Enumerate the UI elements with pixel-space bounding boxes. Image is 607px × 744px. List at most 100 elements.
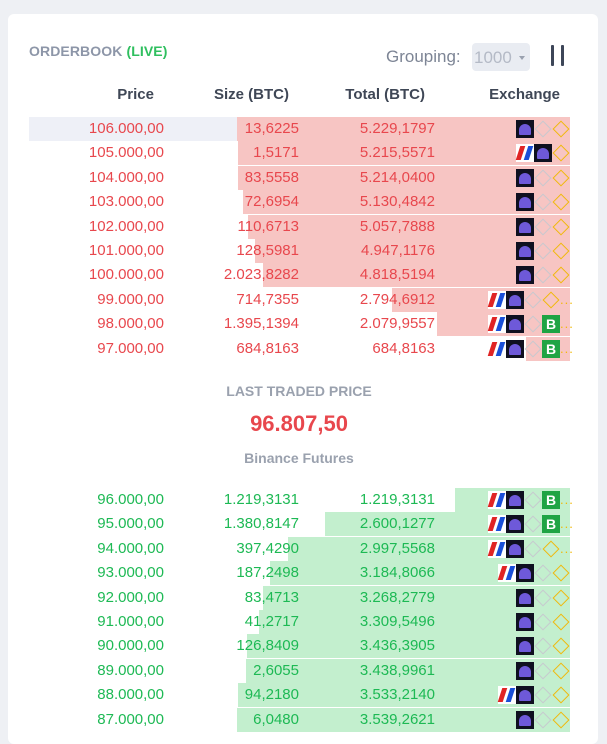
- ask-total: 5.229,1797: [359, 120, 435, 137]
- exchange-icons: ...: [488, 539, 573, 558]
- bid-row[interactable]: 87.000,00 6,0480 3.539,2621: [0, 707, 607, 732]
- ask-total: 2.079,9557: [359, 315, 435, 333]
- binance-icon: [552, 686, 570, 704]
- bitmex-icon: [534, 266, 552, 284]
- bitmex-icon: [534, 120, 552, 138]
- ask-row[interactable]: 105.000,00 1,5171 5.215,5571: [0, 141, 607, 166]
- ask-price: 98.000,00: [97, 315, 164, 333]
- bid-total: 2.997,5568: [359, 539, 435, 557]
- ask-row[interactable]: 98.000,00 1.395,1394 2.079,9557 B...: [0, 312, 607, 337]
- row-hover-highlight: [29, 117, 241, 141]
- ask-total: 5.057,7888: [359, 217, 435, 235]
- kraken-icon: [534, 144, 552, 163]
- grouping-value: 1000: [474, 48, 512, 67]
- kraken-icon: [506, 290, 524, 309]
- bid-row[interactable]: 90.000,00 126,8409 3.436,3905: [0, 634, 607, 659]
- bitmex-icon: [534, 242, 552, 260]
- pause-icon[interactable]: [551, 45, 565, 66]
- binance-icon: [552, 662, 570, 680]
- bitmex-icon: [534, 589, 552, 607]
- ask-price: 104.000,00: [88, 168, 164, 186]
- kraken-icon: [506, 515, 524, 534]
- ask-row[interactable]: 97.000,00 684,8163 684,8163 B...: [0, 336, 607, 361]
- bid-size: 6,0480: [253, 710, 299, 728]
- exchange-icons: [516, 710, 570, 729]
- depth-bar: [238, 165, 570, 190]
- bitmex-icon: [534, 686, 552, 704]
- ask-size: 128,5981: [236, 242, 299, 259]
- binance-icon: [552, 613, 570, 631]
- ask-row[interactable]: 102.000,00 110,6713 5.057,7888: [0, 214, 607, 239]
- bitmex-icon: [524, 491, 542, 509]
- ask-row[interactable]: 99.000,00 714,7355 2.794,6912...: [0, 287, 607, 312]
- last-traded-source: Binance Futures: [244, 450, 354, 466]
- ask-size: 1,5171: [253, 144, 299, 162]
- column-header-price[interactable]: Price: [117, 86, 154, 103]
- bid-row[interactable]: 93.000,00 187,2498 3.184,8066: [0, 561, 607, 586]
- kraken-icon: [506, 315, 524, 334]
- last-traded-price: 96.807,50: [250, 411, 348, 436]
- ask-size: 714,7355: [236, 290, 299, 308]
- ask-price: 105.000,00: [88, 144, 164, 162]
- bid-total: 3.533,2140: [359, 686, 435, 704]
- binance-icon: [552, 169, 570, 187]
- grouping-select[interactable]: 1000: [472, 43, 530, 71]
- exchange-icons: [516, 193, 570, 212]
- column-header-total[interactable]: Total (BTC): [345, 86, 425, 103]
- exchange-icons: [516, 266, 570, 285]
- bitstamp-icon: B: [542, 315, 560, 334]
- exchange-icons: [516, 661, 570, 680]
- bid-price: 93.000,00: [97, 564, 164, 582]
- ask-price: 106.000,00: [88, 120, 164, 137]
- bitfinex-icon: [516, 144, 534, 163]
- ask-size: 1.395,1394: [223, 315, 299, 333]
- exchange-icons: [516, 242, 570, 260]
- exchange-icons: [498, 564, 570, 583]
- binance-icon: [552, 218, 570, 236]
- bid-price: 87.000,00: [97, 710, 164, 728]
- more-exchanges-indicator: ...: [560, 492, 574, 507]
- bid-row[interactable]: 95.000,00 1.380,8147 2.600,1277 B...: [0, 512, 607, 537]
- bid-size: 187,2498: [236, 564, 299, 582]
- exchange-icons: [516, 613, 570, 631]
- binance-icon: [552, 144, 570, 162]
- kraken-icon: [516, 661, 534, 680]
- bid-size: 126,8409: [236, 637, 299, 655]
- bid-row[interactable]: 92.000,00 83,4713 3.268,2779: [0, 585, 607, 610]
- ask-row[interactable]: 106.000,00 13,6225 5.229,1797: [0, 117, 607, 141]
- binance-icon: [542, 540, 560, 558]
- bitmex-icon: [534, 169, 552, 187]
- ask-size: 72,6954: [244, 193, 299, 211]
- ask-size: 13,6225: [244, 120, 299, 137]
- bid-price: 89.000,00: [97, 661, 164, 679]
- kraken-icon: [516, 588, 534, 607]
- bid-row[interactable]: 94.000,00 397,4290 2.997,5568...: [0, 536, 607, 561]
- ask-total: 5.214,0400: [359, 168, 435, 186]
- ask-row[interactable]: 100.000,00 2.023,8282 4.818,5194: [0, 263, 607, 288]
- ask-row[interactable]: 103.000,00 72,6954 5.130,4842: [0, 190, 607, 215]
- bid-total: 2.600,1277: [359, 515, 435, 533]
- orderbook-title: ORDERBOOK (LIVE): [29, 43, 168, 59]
- kraken-icon: [506, 491, 524, 509]
- ask-total: 5.130,4842: [359, 193, 435, 211]
- bid-total: 3.436,3905: [359, 637, 435, 655]
- bid-row[interactable]: 88.000,00 94,2180 3.533,2140: [0, 683, 607, 708]
- ask-price: 100.000,00: [88, 266, 164, 284]
- bid-row[interactable]: 96.000,00 1.219,3131 1.219,3131 B...: [0, 488, 607, 512]
- exchange-icons: [516, 217, 570, 236]
- column-header-exchange[interactable]: Exchange: [489, 86, 560, 103]
- column-header-size[interactable]: Size (BTC): [214, 86, 289, 103]
- bid-price: 92.000,00: [97, 588, 164, 606]
- ask-row[interactable]: 101.000,00 128,5981 4.947,1176: [0, 239, 607, 263]
- binance-icon: [552, 711, 570, 729]
- bid-row[interactable]: 91.000,00 41,2717 3.309,5496: [0, 610, 607, 634]
- ask-row[interactable]: 104.000,00 83,5558 5.214,0400: [0, 165, 607, 190]
- ask-price: 99.000,00: [97, 290, 164, 308]
- kraken-icon: [516, 217, 534, 236]
- bitmex-icon: [534, 218, 552, 236]
- exchange-icons: B...: [488, 491, 573, 509]
- bid-price: 95.000,00: [97, 515, 164, 533]
- bid-row[interactable]: 89.000,00 2,6055 3.438,9961: [0, 658, 607, 683]
- binance-icon: [552, 242, 570, 260]
- bitfinex-icon: [488, 539, 506, 558]
